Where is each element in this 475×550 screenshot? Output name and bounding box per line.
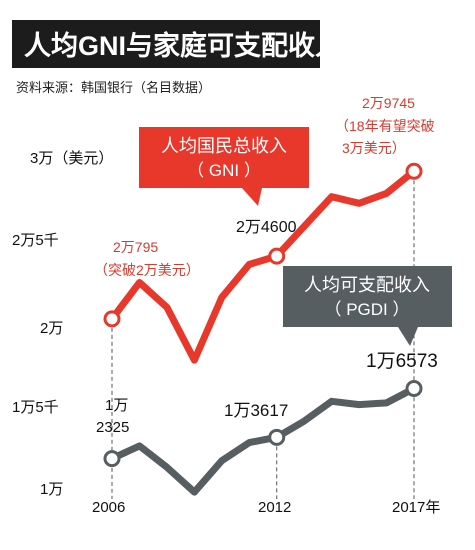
x-tick-label: 2012 <box>258 499 291 516</box>
gni-callout-box <box>139 127 309 188</box>
gni-callout-subtitle: （ GNI ） <box>187 161 261 180</box>
pgdi-callout-box <box>283 266 452 327</box>
gni-callout: 人均国民总收入 （ GNI ） <box>139 127 309 206</box>
gni-point-2017 <box>405 162 423 180</box>
pgdi-series-line <box>108 385 418 496</box>
gni-point-2012 <box>268 247 286 265</box>
pgdi-point-2017 <box>405 380 423 398</box>
gni-2006-label: 2万795 <box>113 239 158 255</box>
x-tick-label: 2006 <box>92 499 125 516</box>
source-note: 资料来源：韩国银行（名目数据） <box>16 80 211 95</box>
title-bar <box>12 20 320 68</box>
chart-title: 人均GNI与家庭可支配收入 <box>24 30 342 61</box>
x-tick-label: 2017年 <box>392 499 440 516</box>
gni-series-line <box>108 167 418 364</box>
guide-lines <box>111 180 415 499</box>
gni-callout-pointer <box>242 188 262 206</box>
y-tick-label: 2万 <box>40 320 63 337</box>
pgdi-callout: 人均可支配收入 （ PGDI ） <box>283 266 452 346</box>
y-tick-label: 3万（美元） <box>30 150 113 167</box>
pgdi-point-2012 <box>268 428 286 446</box>
gni-2017-note-1: （18年有望突破 <box>335 118 435 134</box>
series-layer <box>103 162 423 496</box>
gni-2017-note-2: 3万美元） <box>342 140 406 156</box>
pgdi-2017-label: 1万6573 <box>366 351 438 372</box>
y-tick-label: 2万5千 <box>12 232 59 249</box>
gni-2017-label: 2万9745 <box>362 95 415 111</box>
pgdi-point-2006 <box>103 450 121 468</box>
y-axis: 3万（美元） 2万5千 2万 1万5千 1万 <box>12 150 113 498</box>
y-tick-label: 1万5千 <box>12 399 59 416</box>
gni-callout-title: 人均国民总收入 <box>161 136 287 156</box>
pgdi-2006-label-2: 2325 <box>96 419 129 436</box>
x-axis: 2006 2012 2017年 <box>92 499 440 516</box>
y-tick-label: 1万 <box>40 481 63 498</box>
pgdi-2006-label-1: 1万 <box>105 397 128 414</box>
data-labels: 2万795 （突破2万美元） 2万4600 2万9745 （18年有望突破 3万… <box>94 95 438 436</box>
pgdi-callout-subtitle: （ PGDI ） <box>324 300 409 319</box>
pgdi-callout-pointer <box>398 327 418 346</box>
gni-2006-note: （突破2万美元） <box>94 262 200 278</box>
pgdi-callout-title: 人均可支配收入 <box>304 275 430 295</box>
gni-2012-label: 2万4600 <box>236 219 297 236</box>
pgdi-2012-label: 1万3617 <box>224 401 288 420</box>
gni-point-2006 <box>103 310 121 328</box>
